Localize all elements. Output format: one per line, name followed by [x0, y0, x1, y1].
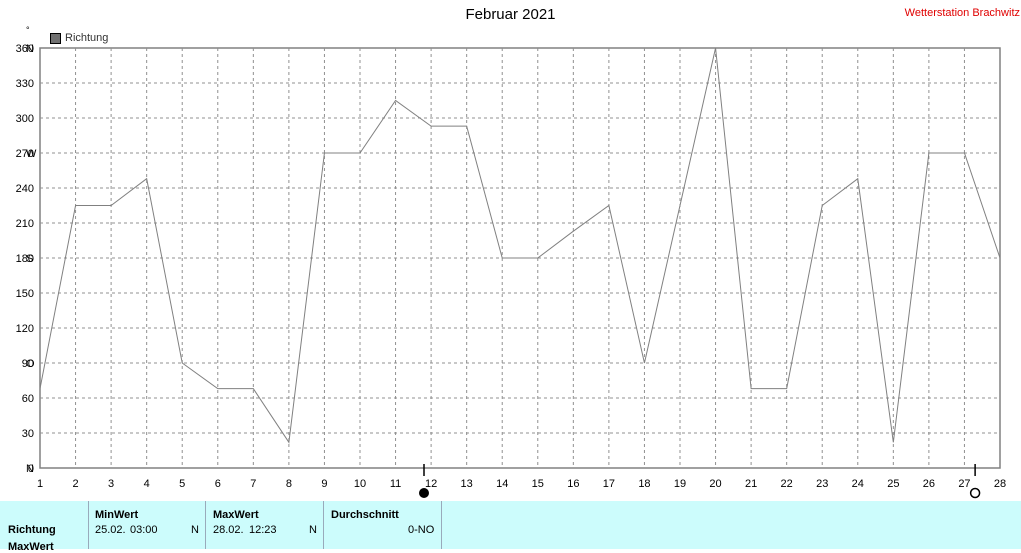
- x-tick-label: 27: [958, 478, 970, 490]
- x-tick-label: 9: [321, 478, 327, 490]
- min-date: 25.02.: [95, 524, 126, 536]
- x-tick-label: 3: [108, 478, 114, 490]
- y-tick-label: 360: [16, 43, 34, 55]
- x-tick-label: 22: [781, 478, 793, 490]
- y-tick-direction: S: [26, 253, 33, 265]
- max-time: 12:23: [249, 524, 277, 536]
- x-tick-label: 2: [72, 478, 78, 490]
- y-tick-label: 0: [28, 463, 34, 475]
- x-tick-label: 20: [709, 478, 721, 490]
- x-tick-label: 19: [674, 478, 686, 490]
- stats-panel: Richtung MaxWert MinWert 25.02. 03:00 N …: [0, 501, 1021, 553]
- row-label-maxwert: MaxWert: [8, 541, 54, 553]
- x-tick-label: 10: [354, 478, 366, 490]
- max-cell: MaxWert 28.02. 12:23 N: [205, 501, 324, 549]
- y-tick-direction: W: [26, 148, 37, 160]
- x-tick-label: 6: [215, 478, 221, 490]
- x-tick-label: 14: [496, 478, 508, 490]
- x-tick-label: 25: [887, 478, 899, 490]
- y-tick-label: 60: [22, 393, 34, 405]
- x-tick-label: 17: [603, 478, 615, 490]
- y-tick-label: 270: [16, 148, 34, 160]
- chart-title: Februar 2021: [465, 6, 556, 23]
- y-tick-label: 150: [16, 288, 34, 300]
- x-tick-label: 7: [250, 478, 256, 490]
- x-tick-label: 13: [461, 478, 473, 490]
- max-dir: N: [309, 524, 317, 536]
- y-tick-direction: N: [26, 463, 34, 475]
- x-tick-label: 18: [638, 478, 650, 490]
- max-date: 28.02.: [213, 524, 244, 536]
- x-tick-label: 21: [745, 478, 757, 490]
- min-header: MinWert: [95, 509, 139, 521]
- y-tick-direction: O: [26, 358, 35, 370]
- y-tick-label: 330: [16, 78, 34, 90]
- max-header: MaxWert: [213, 509, 259, 521]
- degree-symbol: °: [26, 25, 30, 35]
- x-tick-label: 12: [425, 478, 437, 490]
- legend-label: Richtung: [65, 32, 109, 44]
- y-tick-label: 120: [16, 323, 34, 335]
- x-tick-label: 8: [286, 478, 292, 490]
- y-tick-label: 90: [22, 358, 34, 370]
- y-tick-direction: N: [26, 43, 34, 55]
- y-tick-label: 240: [16, 183, 34, 195]
- y-tick-label: 300: [16, 113, 34, 125]
- x-tick-label: 5: [179, 478, 185, 490]
- y-tick-label: 210: [16, 218, 34, 230]
- x-tick-label: 1: [37, 478, 43, 490]
- x-tick-label: 28: [994, 478, 1006, 490]
- wind-direction-chart: 0N306090O120150180S210240270W300330360N1…: [16, 43, 1006, 499]
- x-tick-label: 15: [532, 478, 544, 490]
- avg-cell: Durchschnitt 0-NO: [323, 501, 442, 549]
- x-tick-label: 16: [567, 478, 579, 490]
- x-tick-label: 11: [390, 478, 401, 490]
- min-dir: N: [191, 524, 199, 536]
- x-tick-label: 23: [816, 478, 828, 490]
- x-tick-label: 4: [144, 478, 150, 490]
- y-tick-label: 180: [16, 253, 34, 265]
- min-time: 03:00: [130, 524, 158, 536]
- new-moon-icon: [969, 487, 981, 499]
- legend: Richtung: [50, 32, 108, 44]
- min-cell: MinWert 25.02. 03:00 N: [88, 501, 206, 549]
- avg-value: 0-NO: [408, 524, 435, 536]
- full-moon-icon: [419, 488, 429, 498]
- station-name: Wetterstation Brachwitz: [904, 7, 1020, 19]
- x-tick-label: 26: [923, 478, 935, 490]
- legend-swatch: [50, 32, 61, 44]
- x-tick-label: 24: [852, 478, 864, 490]
- avg-header: Durchschnitt: [331, 509, 399, 521]
- y-tick-label: 30: [22, 428, 34, 440]
- row-label-richtung: Richtung: [8, 524, 56, 536]
- series-line: [39, 47, 1001, 444]
